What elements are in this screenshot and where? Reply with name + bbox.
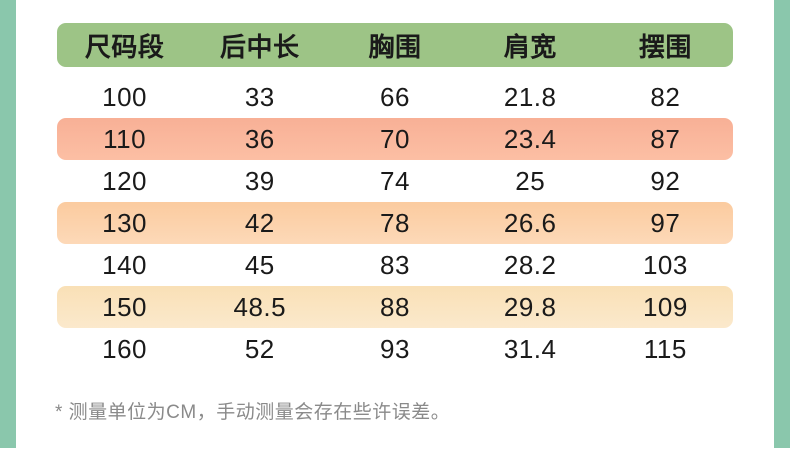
table-row: 160 52 93 31.4 115	[57, 328, 733, 370]
table-cell: 28.2	[503, 249, 557, 280]
table-cell: 78	[380, 207, 410, 238]
table-cell: 26.6	[503, 207, 557, 238]
table-cell: 31.4	[503, 333, 557, 364]
table-row: 140 45 83 28.2 103	[57, 244, 733, 286]
table-header-row: 尺码段 后中长 胸围 肩宽 摆围	[57, 23, 733, 67]
table-cell: 23.4	[503, 123, 557, 154]
table-cell: 42	[244, 207, 275, 238]
table-cell: 140	[102, 249, 148, 280]
table-cell: 45	[244, 249, 275, 280]
table-cell: 100	[102, 81, 148, 112]
table-cell: 103	[642, 249, 688, 280]
header-cell: 尺码段	[84, 31, 165, 62]
measurement-note: * 测量单位为CM，手动测量会存在些许误差。	[55, 402, 451, 423]
table-cell: 92	[650, 165, 681, 196]
table-cell: 120	[102, 165, 148, 196]
table-cell: 115	[643, 333, 687, 364]
table-cell: 130	[102, 207, 148, 238]
table-cell: 110	[103, 123, 147, 154]
table-row: 120 39 74 25 92	[57, 160, 733, 202]
table-row: 100 33 66 21.8 82	[57, 76, 733, 118]
table-row: 130 42 78 26.6 97	[57, 202, 733, 244]
table-cell: 33	[244, 81, 275, 112]
table-cell: 66	[380, 81, 410, 112]
header-cell: 摆围	[638, 31, 692, 62]
table-cell: 83	[380, 249, 410, 280]
header-cell: 后中长	[220, 31, 300, 62]
table-cell: 93	[380, 333, 410, 364]
table-row: 150 48.5 88 29.8 109	[57, 286, 733, 328]
table-cell: 48.5	[233, 291, 287, 322]
table-cell: 150	[102, 291, 148, 322]
table-cell: 29.8	[503, 291, 557, 322]
left-green-strip	[0, 0, 16, 448]
right-green-strip	[774, 0, 790, 448]
table-cell: 52	[244, 333, 275, 364]
table-cell: 82	[650, 81, 681, 112]
header-cell: 肩宽	[503, 31, 557, 62]
table-cell: 87	[650, 123, 681, 154]
table-cell: 70	[380, 123, 410, 154]
table-cell: 36	[244, 123, 275, 154]
table-cell: 88	[380, 291, 410, 322]
table-cell: 160	[102, 333, 148, 364]
size-table: 尺码段 后中长 胸围 肩宽 摆围 100 33 66 21.8 82 110 36 70 23.4 87 1…	[57, 23, 733, 370]
table-cell: 21.8	[503, 81, 557, 112]
table-cell: 74	[380, 165, 410, 196]
table-cell: 109	[642, 291, 688, 322]
table-row: 110 36 70 23.4 87	[57, 118, 733, 160]
table-body: 100 33 66 21.8 82 110 36 70 23.4 87 120 39 74 25 92 130…	[57, 76, 733, 370]
header-cell: 胸围	[368, 31, 422, 62]
table-cell: 25	[515, 165, 546, 196]
table-cell: 97	[650, 207, 681, 238]
table-cell: 39	[244, 165, 275, 196]
